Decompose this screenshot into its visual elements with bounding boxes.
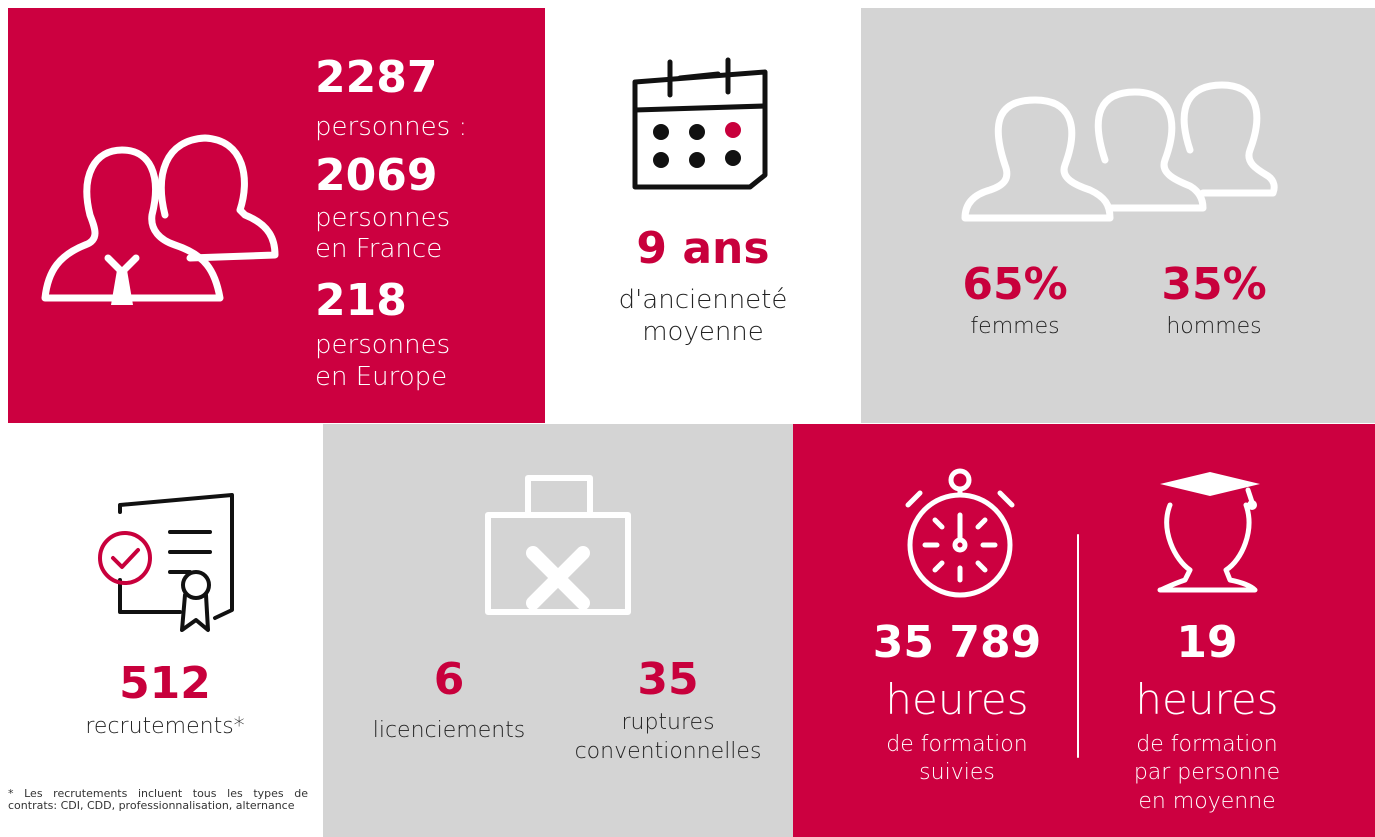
hiring-value: 512: [119, 658, 211, 709]
training-label: suivies: [919, 760, 995, 785]
france-value: 2069: [315, 150, 438, 201]
europe-value: 218: [315, 275, 407, 326]
france-label: en France: [315, 234, 443, 264]
training-label: de formation: [886, 732, 1028, 757]
gender-panel: [861, 8, 1375, 423]
seniority-label: d'ancienneté: [618, 285, 788, 315]
total-label: personnes :: [315, 112, 468, 142]
footnote: * Les recrutements incluent tous les typ…: [8, 787, 308, 812]
hiring-label: recrutements*: [85, 714, 245, 739]
total-value: 2287: [315, 52, 438, 103]
certificate-icon: [118, 493, 234, 632]
europe-label: en Europe: [315, 362, 448, 392]
per-person-label: de formation: [1136, 732, 1278, 757]
france-label: personnes: [315, 203, 451, 233]
cross: [526, 546, 590, 610]
per-person-unit: heures: [1135, 675, 1279, 724]
departures-panel: [323, 424, 793, 837]
graduate-icon: [1157, 487, 1258, 593]
per-person-label: en moyenne: [1138, 789, 1276, 814]
per-person-value: 19: [1176, 617, 1238, 668]
people-icon: [41, 134, 279, 302]
briefcase-icon: [485, 475, 631, 615]
agreements-label: ruptures: [621, 710, 715, 735]
dismissals-value: 6: [433, 654, 465, 705]
check-icon: [98, 531, 152, 585]
per-person-label: par personne: [1133, 760, 1281, 785]
training-panel: [793, 424, 1375, 837]
calendar-icon: [632, 57, 768, 190]
seniority-label: moyenne: [642, 317, 764, 347]
workforce-panel: [8, 8, 545, 423]
men-label: hommes: [1166, 314, 1262, 339]
stopwatch-icon: [905, 468, 1015, 598]
agreements-value: 35: [637, 654, 699, 705]
europe-label: personnes: [315, 330, 451, 360]
persons-icon: [961, 81, 1278, 222]
calendar-dots: [653, 122, 741, 168]
training-total: 35 789: [872, 617, 1042, 668]
training-unit: heures: [885, 675, 1029, 724]
women-value: 65%: [962, 259, 1068, 310]
dismissals-label: licenciements: [372, 718, 526, 743]
men-value: 35%: [1161, 259, 1267, 310]
seniority-value: 9 ans: [636, 223, 770, 274]
tassel: [1247, 500, 1257, 510]
tie: [111, 270, 133, 305]
agreements-label: conventionnelles: [574, 739, 762, 764]
cap: [1160, 472, 1260, 496]
women-label: femmes: [970, 314, 1060, 339]
